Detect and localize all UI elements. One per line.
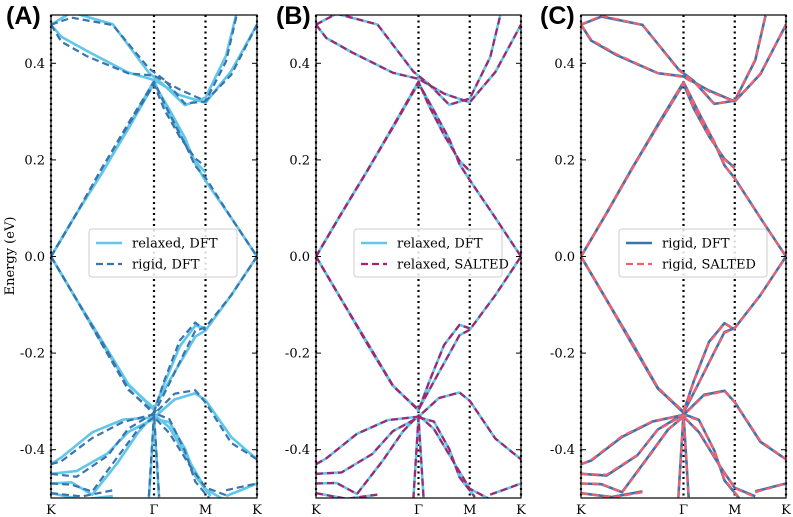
x-tick-label: K	[781, 503, 791, 517]
legend: rigid, DFT rigid, SALTED	[618, 228, 768, 278]
plot-area	[316, 15, 521, 498]
band-line-rigid_dft	[147, 411, 161, 497]
y-tick-label: -0.4	[20, 443, 45, 458]
y-tick-label: 0.0	[289, 250, 310, 265]
legend-label: rigid, SALTED	[662, 258, 756, 273]
band-line-relaxed_dft	[51, 491, 113, 498]
band-line-rigid_dft	[225, 482, 257, 492]
band-line-rigid_salted	[677, 413, 690, 498]
legend-box	[88, 228, 238, 278]
band-line-rigid_dft	[51, 416, 227, 497]
band-line-rigid_dft	[581, 415, 756, 498]
band-line-rigid_dft	[51, 15, 238, 105]
y-tick-label: 0.2	[24, 153, 45, 168]
panel-label: (B)	[276, 2, 311, 30]
y-tick-label: -0.4	[285, 443, 310, 458]
x-tick-label: M	[728, 503, 741, 517]
legend: relaxed, DFT rigid, DFT	[88, 228, 238, 278]
band-line-rigid_salted	[581, 255, 736, 413]
legend-label: rigid, DFT	[132, 258, 200, 273]
y-tick-label: -0.2	[550, 347, 575, 362]
y-tick-label: 0.4	[554, 57, 575, 72]
band-line-rigid_dft	[581, 255, 736, 414]
y-axis-label: Energy (eV)	[3, 217, 18, 296]
y-tick-label: 0.2	[554, 153, 575, 168]
band-line-relaxed_dft	[316, 23, 521, 104]
panel-label: (C)	[540, 2, 575, 30]
band-line-relaxed_salted	[316, 391, 521, 466]
x-tick-label: K	[516, 503, 526, 517]
legend-label: relaxed, SALTED	[397, 258, 509, 273]
legend: relaxed, DFT relaxed, SALTED	[353, 228, 509, 278]
y-tick-label: 0.4	[24, 57, 45, 72]
band-line-rigid_dft	[581, 15, 767, 106]
legend-label: relaxed, DFT	[397, 237, 483, 252]
x-tick-label: Γ	[149, 503, 158, 517]
panel-label: (A)	[6, 2, 41, 30]
x-tick-label: K	[576, 503, 586, 517]
band-line-relaxed_salted	[316, 23, 521, 104]
x-tick-label: M	[463, 503, 476, 517]
band-line-relaxed_dft	[316, 491, 378, 498]
band-line-relaxed_salted	[316, 80, 471, 258]
y-tick-label: -0.4	[550, 443, 575, 458]
plot-area	[581, 15, 786, 498]
legend-label: rigid, DFT	[662, 237, 730, 252]
y-tick-label: 0.2	[289, 153, 310, 168]
band-line-relaxed_dft	[51, 15, 238, 107]
x-tick-label: K	[252, 503, 262, 517]
band-line-rigid_salted	[581, 24, 786, 103]
band-line-rigid_dft	[581, 490, 643, 498]
band-line-relaxed_salted	[489, 482, 521, 496]
band-line-relaxed_dft	[51, 255, 206, 412]
legend-box	[353, 228, 503, 278]
band-line-rigid_salted	[581, 82, 736, 258]
band-line-relaxed_dft	[51, 391, 257, 466]
band-line-relaxed_salted	[412, 416, 425, 498]
band-line-rigid_salted	[581, 15, 767, 106]
legend-box	[618, 228, 768, 278]
band-line-relaxed_salted	[316, 414, 490, 498]
band-line-rigid_salted	[581, 81, 786, 258]
x-tick-label: K	[46, 503, 56, 517]
band-line-relaxed_salted	[316, 15, 502, 106]
y-tick-label: -0.2	[20, 347, 45, 362]
x-tick-label: Γ	[679, 503, 688, 517]
x-tick-label: K	[311, 503, 321, 517]
y-tick-label: 0.0	[24, 250, 45, 265]
band-line-rigid_salted	[581, 390, 786, 466]
band-line-relaxed_salted	[316, 255, 471, 412]
x-tick-label: M	[199, 503, 212, 517]
y-tick-label: -0.2	[285, 347, 310, 362]
x-tick-label: Γ	[414, 503, 423, 517]
band-line-rigid_dft	[51, 255, 207, 414]
y-tick-label: 0.4	[289, 57, 310, 72]
band-line-rigid_salted	[754, 482, 786, 494]
plot-area	[51, 15, 257, 498]
legend-label: relaxed, DFT	[132, 237, 218, 252]
band-line-rigid_dft	[51, 83, 207, 258]
band-line-rigid_dft	[51, 24, 257, 103]
y-tick-label: 0.0	[554, 250, 575, 265]
